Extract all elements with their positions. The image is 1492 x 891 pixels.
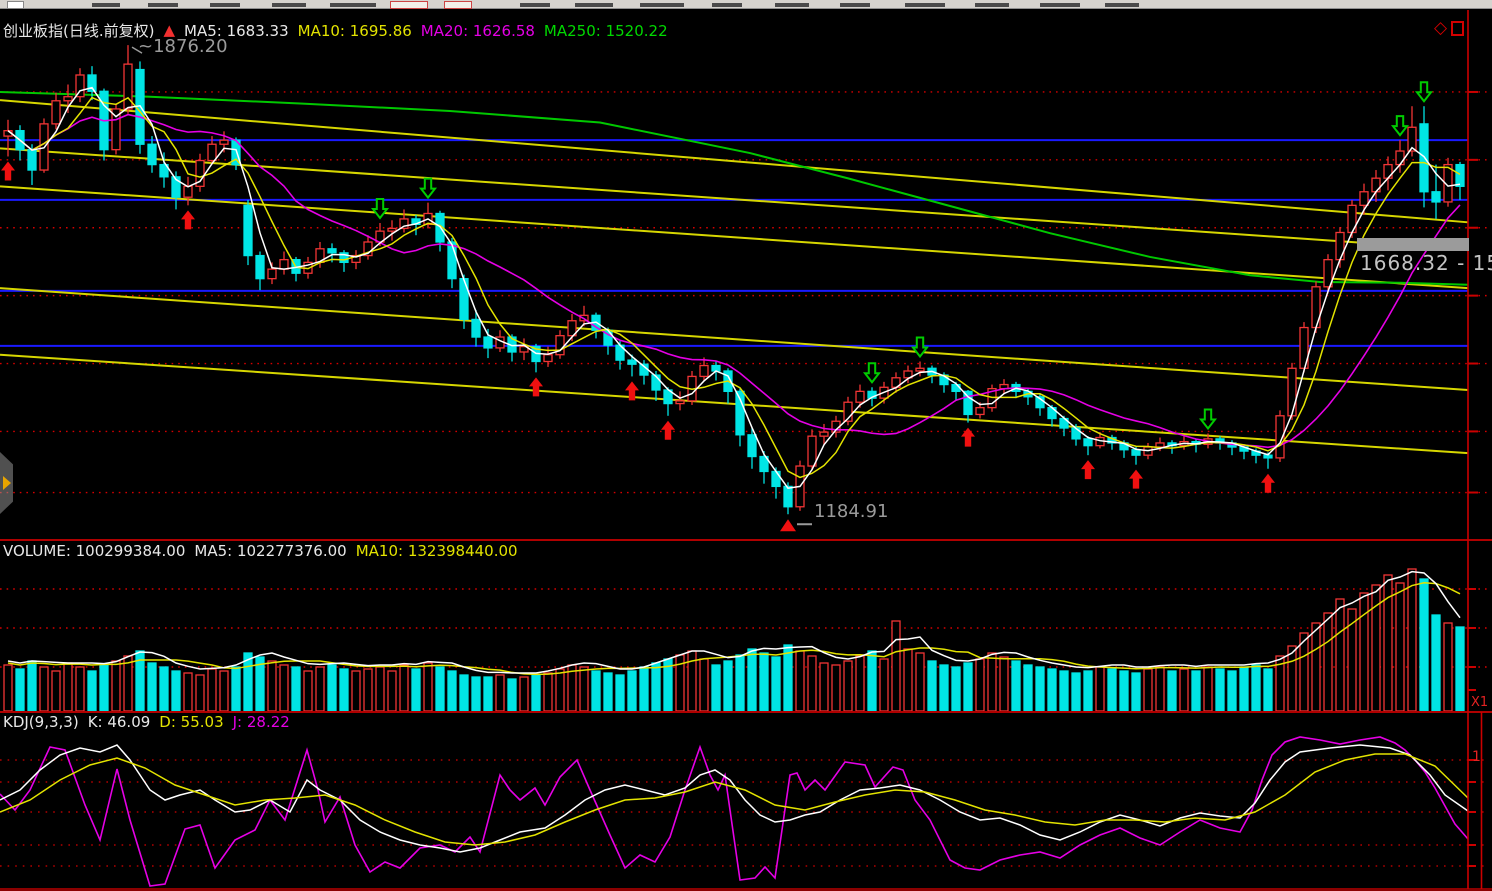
price-pane-header: 创业板指(日线.前复权) ▲ MA5: 1683.33 MA10: 1695.8… [3,20,668,41]
sidebar-expand-handle[interactable] [0,452,13,514]
menu-item[interactable] [640,3,684,7]
volume-value: VOLUME: 100299384.00 [3,542,186,560]
pane-corner-controls: ◇ [1434,18,1465,38]
ma20-value: MA20: 1626.58 [420,21,535,40]
kdj-name[interactable]: KDJ(9,3,3) [3,713,79,731]
menu-item[interactable] [975,3,1009,7]
menu-item[interactable] [148,3,178,7]
ma5-value: MA5: 1683.33 [184,21,289,40]
kdj-pane-header: KDJ(9,3,3) K: 46.09 D: 55.03 J: 28.22 [3,713,290,731]
diamond-marker-icon[interactable]: ◇ [1434,18,1448,38]
kdj-axis-label: 1 [1472,749,1481,765]
up-arrow-icon: ▲ [163,21,176,39]
menu-item[interactable] [712,3,742,7]
sidebar-expand-icon [3,476,11,490]
menu-item[interactable] [1105,3,1139,7]
volume-scale-label: X1 [1471,695,1489,710]
menu-button-red[interactable] [444,1,472,9]
menu-item[interactable] [272,3,306,7]
menu-item[interactable] [775,3,809,7]
menu-item[interactable] [840,3,870,7]
price-tag-label: 1668.32 - 15 [1360,251,1492,275]
high-price-annotation: ~1876.20 [138,36,228,57]
ma250-value: MA250: 1520.22 [543,21,668,40]
box-marker-icon[interactable] [1451,21,1465,36]
menu-button-red[interactable] [390,1,428,9]
menu-logo-icon[interactable] [7,1,24,9]
menu-item[interactable] [92,3,120,7]
menu-item[interactable] [210,3,240,7]
volume-pane-header: VOLUME: 100299384.00 MA5: 102277376.00 M… [3,542,518,560]
volume-ma10-value: MA10: 132398440.00 [355,542,518,560]
menu-item[interactable] [905,3,945,7]
kdj-d-value: D: 55.03 [159,713,224,731]
symbol-title[interactable]: 创业板指(日线.前复权) [3,22,155,40]
low-price-annotation: 1184.91 [814,501,889,522]
ma10-value: MA10: 1695.86 [297,21,412,40]
kdj-k-value: K: 46.09 [87,713,151,731]
menu-item[interactable] [575,3,613,7]
menu-item[interactable] [520,3,550,7]
price-tag-highlight [1357,238,1469,251]
menu-item[interactable] [330,3,376,7]
menu-bar[interactable] [0,0,1492,9]
kdj-j-value: J: 28.22 [232,713,290,731]
menu-item[interactable] [1040,3,1080,7]
volume-ma5-value: MA5: 102277376.00 [194,542,347,560]
